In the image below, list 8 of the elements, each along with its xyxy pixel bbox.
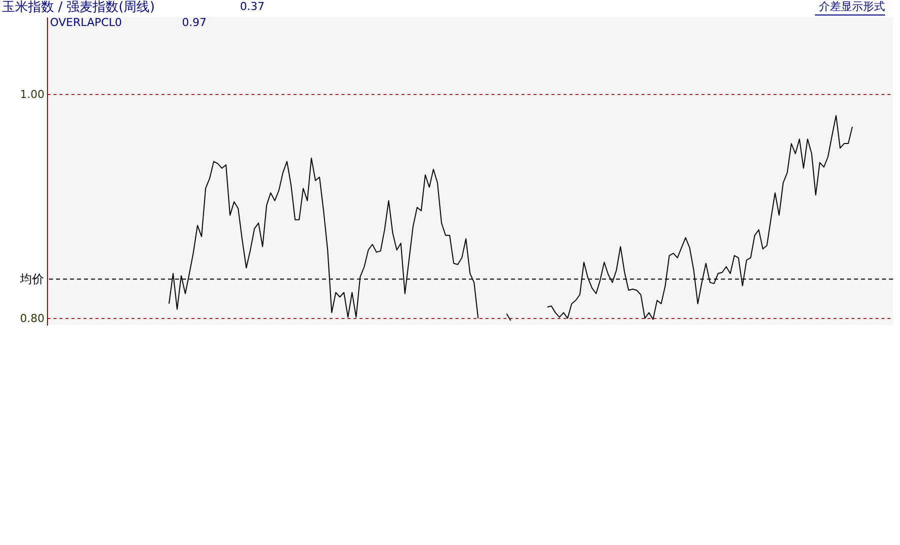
y-tick-label: 1.00 [20,88,44,101]
text: 0.37 [240,0,264,13]
chart-title: 玉米指数 / 强麦指数(周线) [2,0,155,15]
annotation: 0.97 [182,16,206,29]
ref-line-label: 均价 [19,272,44,286]
annotation: OVERLAPCL0 [50,16,122,29]
text: 介差显示形式 [819,0,885,13]
y-tick-label: 0.80 [20,312,44,325]
